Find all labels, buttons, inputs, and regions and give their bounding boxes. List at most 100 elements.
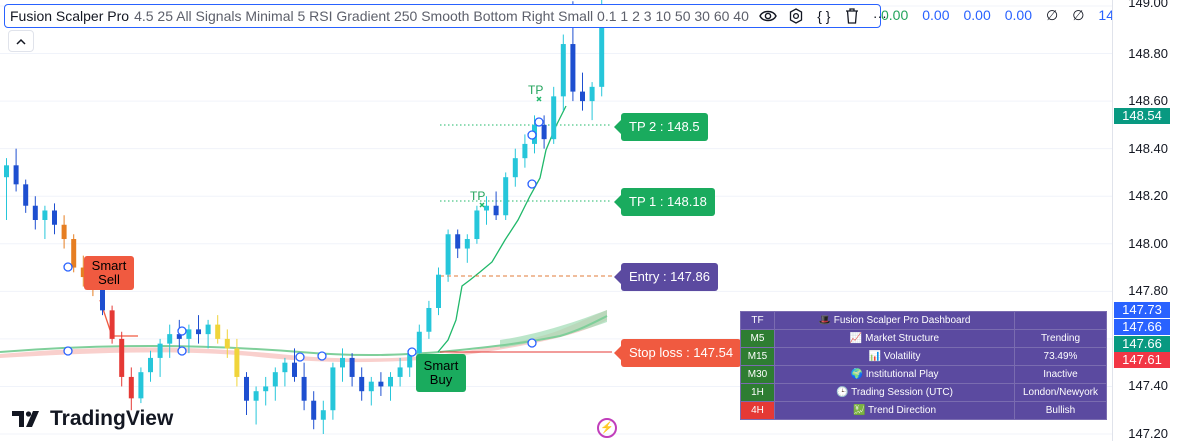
candle-body — [205, 324, 211, 335]
tp-marker-label: TP — [470, 189, 486, 203]
candle-body — [234, 348, 240, 377]
candle-body — [330, 367, 336, 411]
dashboard-header-title: 🎩 Fusion Scalper Pro Dashboard — [774, 311, 1015, 330]
candle-body — [388, 376, 393, 387]
tp-cross — [536, 96, 542, 102]
candle-body — [196, 329, 201, 335]
tradingview-logo[interactable]: TradingView — [12, 407, 173, 431]
signal-circle — [527, 338, 537, 348]
candle-body — [368, 381, 374, 392]
indicator-value: 0.00 — [1004, 7, 1032, 23]
settings-icon[interactable] — [786, 6, 806, 26]
dashboard-label-text: Institutional Play — [865, 369, 939, 380]
signal-circle — [534, 117, 544, 127]
candle-body — [186, 329, 192, 339]
indicator-value: 0.00 — [881, 7, 909, 23]
candle-body — [512, 158, 518, 178]
dashboard-row: M30 🌍 Institutional Play Inactive — [740, 365, 1107, 384]
candle-body — [541, 124, 547, 140]
smart-sell-signal: Smart Sell — [84, 256, 134, 290]
clock-icon: 🕒 — [836, 387, 852, 398]
chart-grid — [0, 5, 1112, 435]
trash-icon[interactable] — [842, 6, 862, 26]
price-tick: 148.60 — [1128, 93, 1168, 108]
dashboard-label-text: Trading Session (UTC) — [851, 387, 953, 398]
price-chart[interactable] — [0, 0, 1112, 441]
candle-body — [4, 165, 9, 178]
dashboard-row: 1H 🕒 Trading Session (UTC) London/Newyor… — [740, 383, 1107, 402]
signal-circle — [527, 130, 537, 140]
candle-body — [119, 338, 125, 377]
dashboard-header-value — [1014, 311, 1107, 330]
candle-body — [13, 165, 19, 185]
cloud-band — [0, 310, 607, 363]
signal-circle — [295, 352, 305, 362]
indicator-legend[interactable]: Fusion Scalper Pro 4.5 25 All Signals Mi… — [4, 4, 887, 28]
price-axis[interactable]: 149.00 148.80 148.60 148.40 148.20 148.0… — [1112, 0, 1180, 441]
candle-body — [311, 400, 317, 420]
price-tick: 148.20 — [1128, 188, 1168, 203]
more-icon[interactable]: ··· — [872, 8, 887, 24]
tp-cross — [479, 202, 485, 208]
dashboard-tf: M15 — [740, 347, 775, 366]
tp-crosses — [479, 96, 542, 208]
price-tick: 147.40 — [1128, 378, 1168, 393]
candle-body — [244, 376, 249, 401]
indicator-name[interactable]: Fusion Scalper Pro — [10, 8, 130, 24]
collapse-button[interactable] — [8, 30, 34, 52]
candle-body — [138, 372, 144, 399]
dashboard-row: M5 📈 Market Structure Trending — [740, 329, 1107, 348]
bolt-icon[interactable]: ⚡ — [597, 418, 617, 438]
eye-icon[interactable] — [758, 6, 778, 26]
trailing-stop — [437, 105, 567, 353]
candle-body — [272, 372, 278, 387]
dashboard-tf: 4H — [740, 401, 775, 420]
chevron-up-icon — [16, 38, 26, 45]
price-tick: 148.80 — [1128, 46, 1168, 61]
dashboard-value: Trending — [1014, 329, 1107, 348]
signal-circle — [317, 351, 327, 361]
price-badge: 147.73 — [1114, 302, 1170, 318]
candle-body — [215, 324, 221, 339]
price-tick: 147.80 — [1128, 283, 1168, 298]
candle-body — [253, 391, 259, 401]
source-code-icon[interactable]: { } — [817, 8, 831, 24]
stop-loss-label: Stop loss : 147.54 — [613, 339, 742, 367]
candle-body — [282, 362, 288, 373]
entry-label: Entry : 147.86 — [614, 263, 718, 291]
candle-body — [474, 210, 480, 240]
candle-body — [292, 362, 297, 377]
indicator-value: 0.00 — [922, 7, 950, 23]
signal-circle — [177, 346, 187, 356]
tradingview-logo-icon — [12, 411, 39, 427]
dashboard-title: Fusion Scalper Pro Dashboard — [833, 315, 971, 326]
tp2-label: TP 2 : 148.5 — [614, 113, 708, 141]
indicator-params: 4.5 25 All Signals Minimal 5 RSI Gradien… — [134, 8, 749, 24]
dashboard-label: 📈 Market Structure — [774, 329, 1015, 348]
dashboard-tf: M5 — [740, 329, 775, 348]
logo-text: TradingView — [50, 407, 174, 430]
dashboard-value: London/Newyork — [1014, 383, 1107, 402]
dashboard-label: 📊 Volatility — [774, 347, 1015, 366]
candle-body — [301, 376, 307, 401]
dashboard-value: Inactive — [1014, 365, 1107, 384]
candle-body — [397, 367, 403, 377]
candle-body — [157, 343, 163, 358]
dashboard-table: TF 🎩 Fusion Scalper Pro Dashboard M5 📈 M… — [740, 311, 1107, 420]
candle-body — [416, 331, 422, 354]
candle-body — [167, 334, 173, 344]
indicator-value: 0.00 — [963, 7, 991, 23]
signal-circle — [177, 326, 187, 336]
candle-body — [340, 357, 345, 368]
candle-body — [570, 44, 576, 92]
dashboard-label: 🌍 Institutional Play — [774, 365, 1015, 384]
candle-body — [503, 177, 509, 216]
candle-body — [436, 274, 441, 308]
signal-circle — [63, 262, 73, 272]
dashboard-label: 🕒 Trading Session (UTC) — [774, 383, 1015, 402]
dashboard-row: M15 📊 Volatility 73.49% — [740, 347, 1107, 366]
candle-body — [71, 239, 77, 268]
signal-circle — [407, 347, 417, 357]
smart-buy-signal: Smart Buy — [416, 354, 466, 392]
price-badge: 147.61 — [1114, 352, 1170, 368]
